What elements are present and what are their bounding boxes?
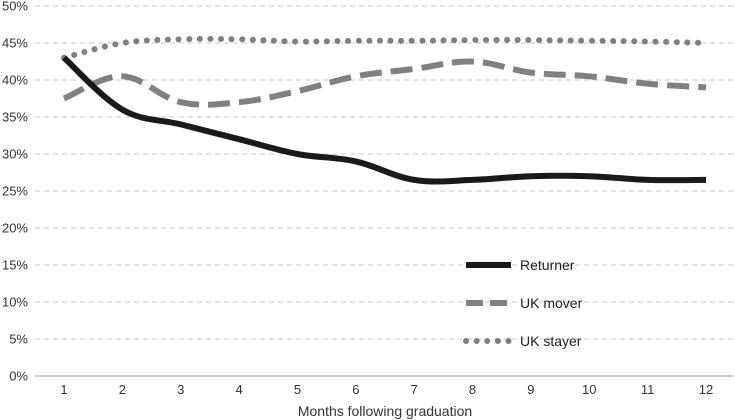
legend: Returner UK mover UK stayer <box>463 257 583 349</box>
y-tick-label: 25% <box>2 184 28 199</box>
series-line-uk-stayer <box>61 35 709 61</box>
y-tick-label: 35% <box>2 110 28 125</box>
x-axis-title: Months following graduation <box>298 403 472 419</box>
x-tick-label: 11 <box>641 382 655 397</box>
y-tick-label: 45% <box>2 36 28 51</box>
y-tick-label: 20% <box>2 221 28 236</box>
series-line-uk-mover <box>62 58 707 108</box>
x-tick-labels: 1 2 3 4 5 6 7 8 9 10 11 12 <box>60 382 713 397</box>
legend-label-uk-stayer: UK stayer <box>520 333 582 349</box>
y-tick-label: 10% <box>2 295 28 310</box>
y-tick-label: 30% <box>2 147 28 162</box>
legend-label-uk-mover: UK mover <box>520 295 583 311</box>
y-tick-label: 50% <box>2 0 28 14</box>
y-tick-label: 5% <box>9 332 28 347</box>
legend-label-returner: Returner <box>520 257 575 273</box>
x-tick-label: 9 <box>527 382 534 397</box>
y-tick-label: 15% <box>2 258 28 273</box>
x-tick-label: 4 <box>235 382 242 397</box>
x-tick-label: 10 <box>582 382 596 397</box>
x-tick-label: 7 <box>411 382 418 397</box>
x-tick-label: 1 <box>60 382 67 397</box>
y-tick-label: 40% <box>2 73 28 88</box>
series-lines <box>61 35 709 185</box>
x-tick-label: 5 <box>294 382 301 397</box>
x-tick-label: 12 <box>699 382 713 397</box>
x-tick-label: 3 <box>177 382 184 397</box>
x-tick-label: 8 <box>469 382 476 397</box>
x-tick-label: 6 <box>352 382 359 397</box>
x-tick-label: 2 <box>119 382 126 397</box>
y-tick-labels: 0% 5% 10% 15% 20% 25% 30% 35% 40% 45% 50% <box>2 0 28 384</box>
y-tick-label: 0% <box>9 369 28 384</box>
series-line-returner <box>61 55 707 185</box>
